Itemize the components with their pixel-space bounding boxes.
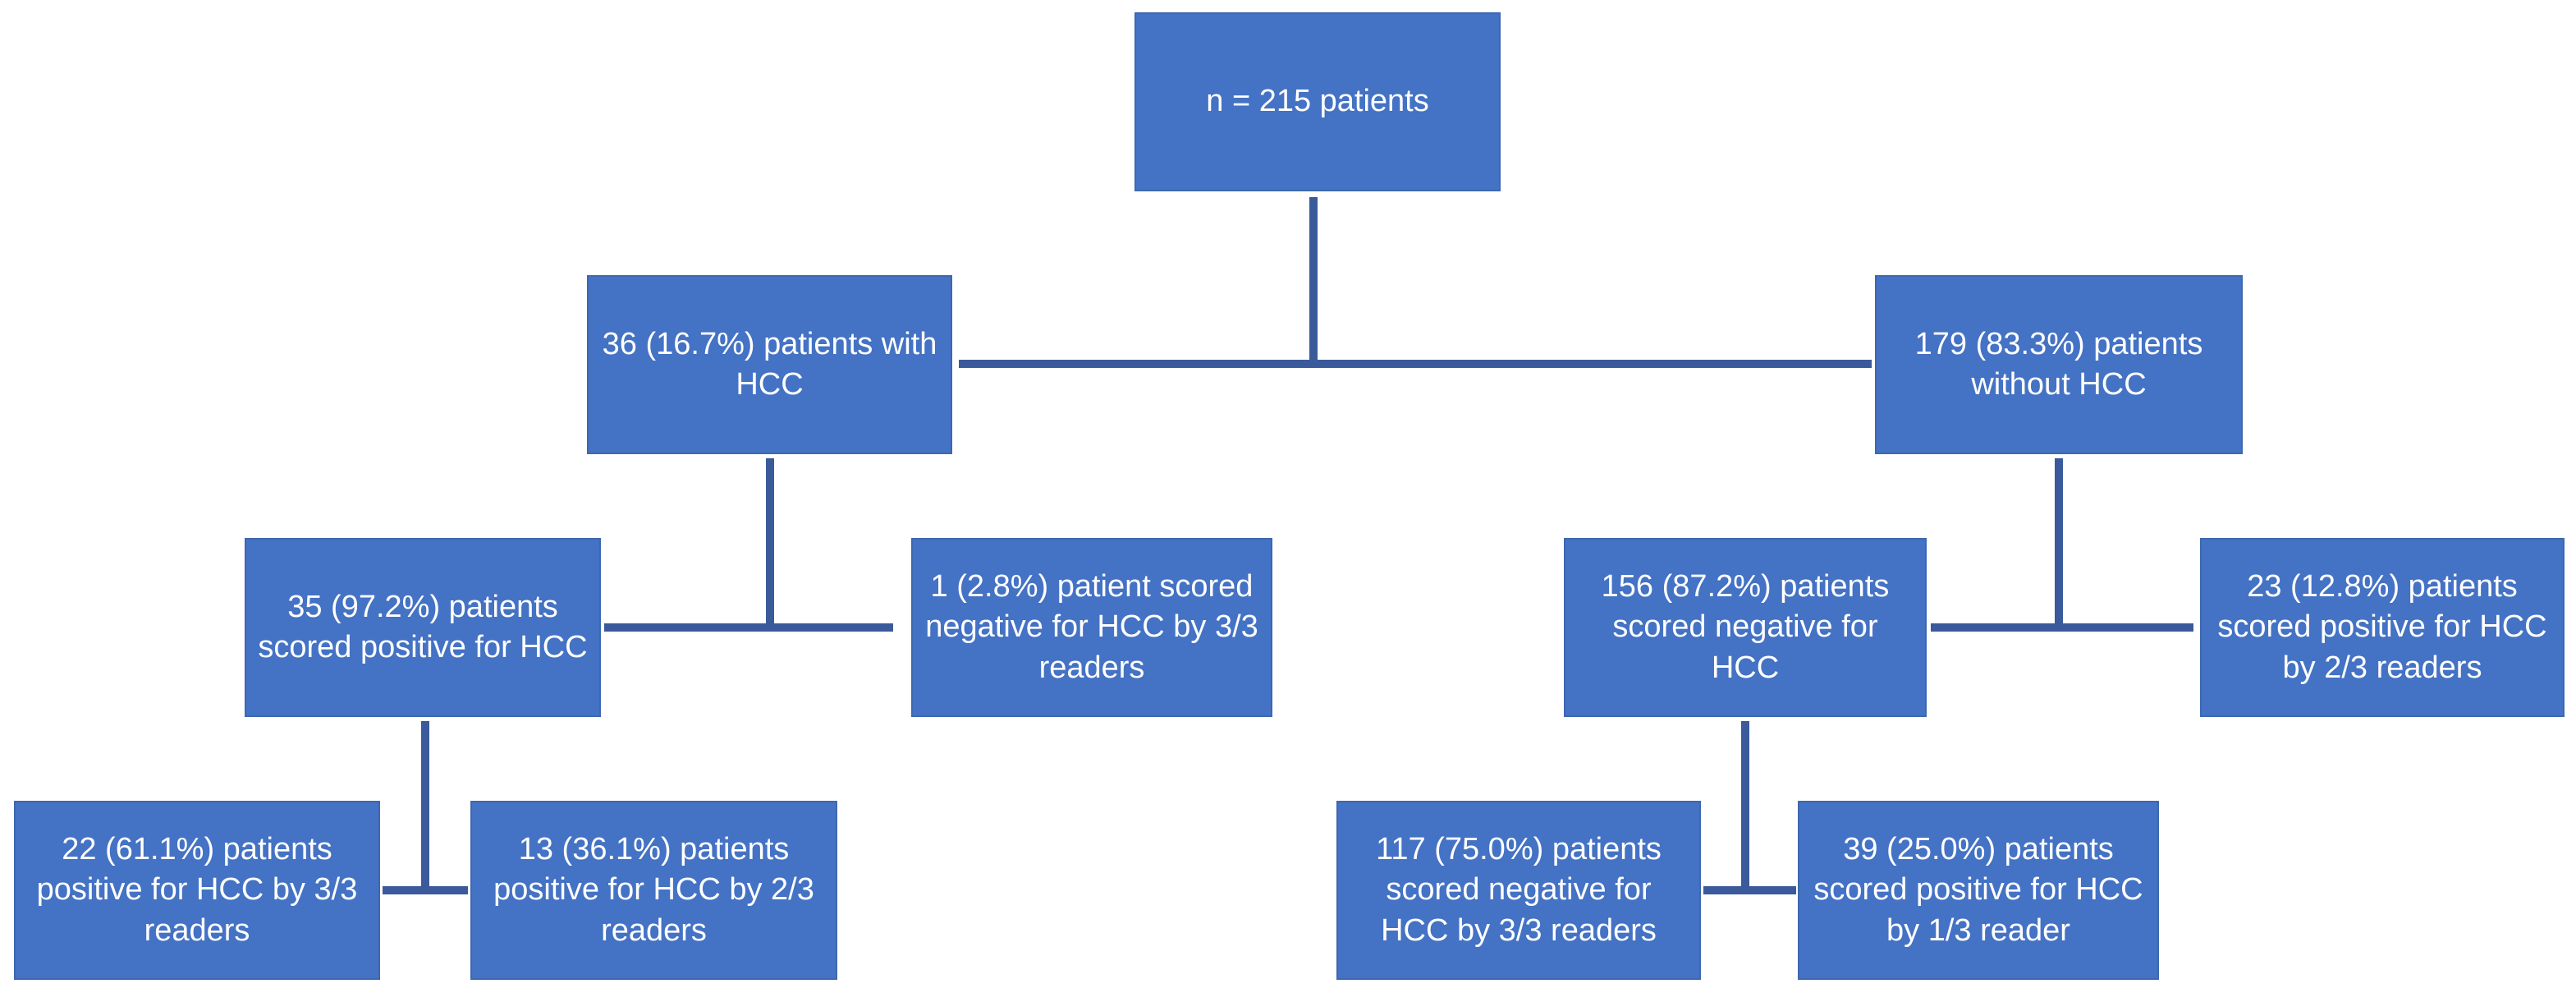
node-positive-3of3-readers: 22 (61.1%) patients positive for HCC by … — [14, 801, 380, 980]
node-positive-2of3-readers: 13 (36.1%) patients positive for HCC by … — [470, 801, 837, 980]
node-with-hcc-scored-positive: 35 (97.2%) patients scored positive for … — [245, 538, 601, 717]
node-positive-1of3-reader: 39 (25.0%) patients scored positive for … — [1798, 801, 2159, 980]
node-with-hcc-scored-negative-3of3: 1 (2.8%) patient scored negative for HCC… — [911, 538, 1272, 717]
node-without-hcc-scored-positive-2of3: 23 (12.8%) patients scored positive for … — [2200, 538, 2565, 717]
node-with-hcc: 36 (16.7%) patients with HCC — [587, 275, 952, 454]
node-without-hcc: 179 (83.3%) patients without HCC — [1875, 275, 2243, 454]
node-without-hcc-scored-negative: 156 (87.2%) patients scored negative for… — [1564, 538, 1927, 717]
node-total-patients: n = 215 patients — [1134, 12, 1501, 191]
node-negative-3of3-readers: 117 (75.0%) patients scored negative for… — [1336, 801, 1701, 980]
